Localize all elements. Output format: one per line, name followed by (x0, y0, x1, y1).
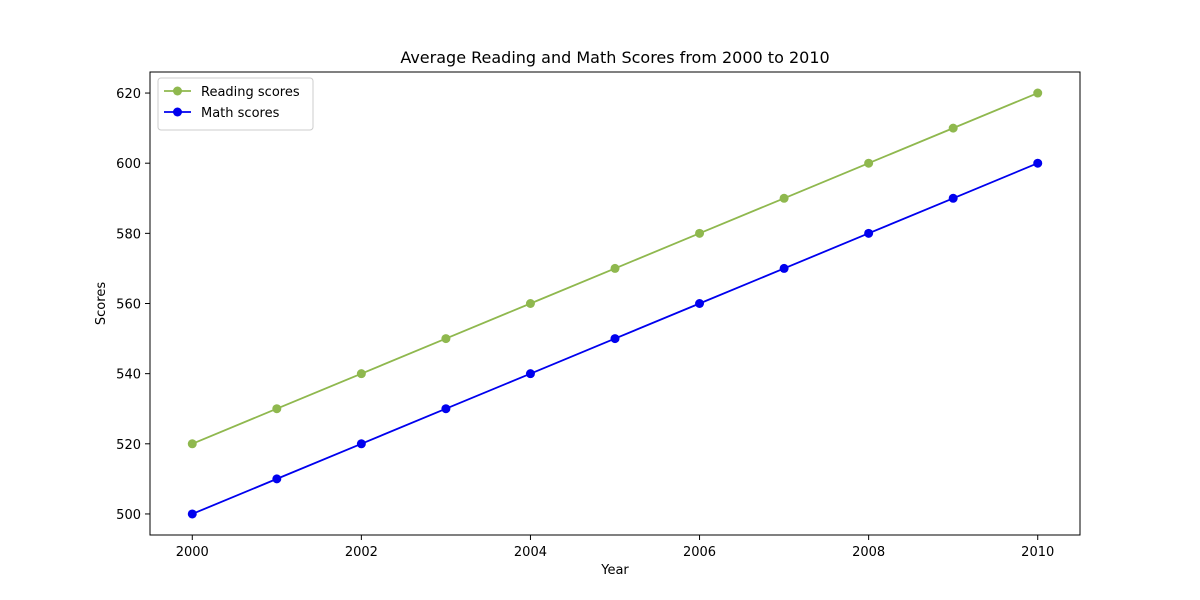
y-tick-label: 580 (116, 227, 141, 242)
chart-title: Average Reading and Math Scores from 200… (400, 48, 829, 67)
legend-item: Reading scores (164, 85, 300, 100)
data-point (864, 228, 874, 238)
data-point (864, 158, 874, 168)
y-tick-label: 560 (116, 298, 141, 313)
data-point (356, 439, 366, 449)
x-tick-label: 2002 (345, 545, 378, 560)
x-tick-label: 2004 (514, 545, 547, 560)
x-tick-label: 2006 (683, 545, 716, 560)
data-point (695, 228, 705, 238)
plot-frame (149, 71, 1081, 536)
x-tick-label: 2008 (852, 545, 885, 560)
data-point (525, 299, 535, 308)
y-tick-label: 540 (116, 368, 141, 383)
legend-label: Math scores (201, 106, 280, 121)
x-tick-label: 2010 (1021, 545, 1054, 560)
data-point (779, 263, 789, 273)
x-axis-label: Year (600, 563, 629, 578)
data-point (610, 334, 620, 344)
data-point (948, 193, 958, 203)
data-point (441, 334, 451, 344)
y-tick-label: 620 (116, 87, 141, 102)
y-tick-label: 520 (116, 438, 141, 453)
data-point (525, 369, 535, 379)
y-tick-label: 500 (116, 508, 141, 523)
data-point (441, 404, 451, 414)
data-point (779, 193, 789, 203)
data-point (610, 263, 620, 273)
data-point (272, 474, 282, 484)
legend-box (157, 77, 314, 131)
data-point (187, 509, 197, 519)
ticks-layer: 2000 2002 2004 2006 2008 2010 500 520 540 560 580 6… (116, 87, 1054, 560)
legend-marker (173, 107, 182, 117)
series-reading-scores (187, 88, 1043, 449)
data-point (272, 404, 282, 414)
data-point (695, 299, 705, 308)
series-math-scores (187, 158, 1043, 519)
data-point (187, 439, 197, 449)
legend-label: Reading scores (201, 85, 300, 100)
data-point (1033, 88, 1043, 98)
series-layer (187, 88, 1043, 519)
data-point (948, 123, 958, 133)
x-tick-label: 2000 (176, 545, 209, 560)
data-point (1033, 158, 1043, 168)
y-tick-label: 600 (116, 157, 141, 172)
legend-marker (173, 86, 182, 96)
legend-item: Math scores (164, 106, 280, 121)
data-point (356, 369, 366, 379)
y-axis-label: Scores (94, 282, 109, 325)
legend: Reading scores Math scores (157, 77, 314, 131)
